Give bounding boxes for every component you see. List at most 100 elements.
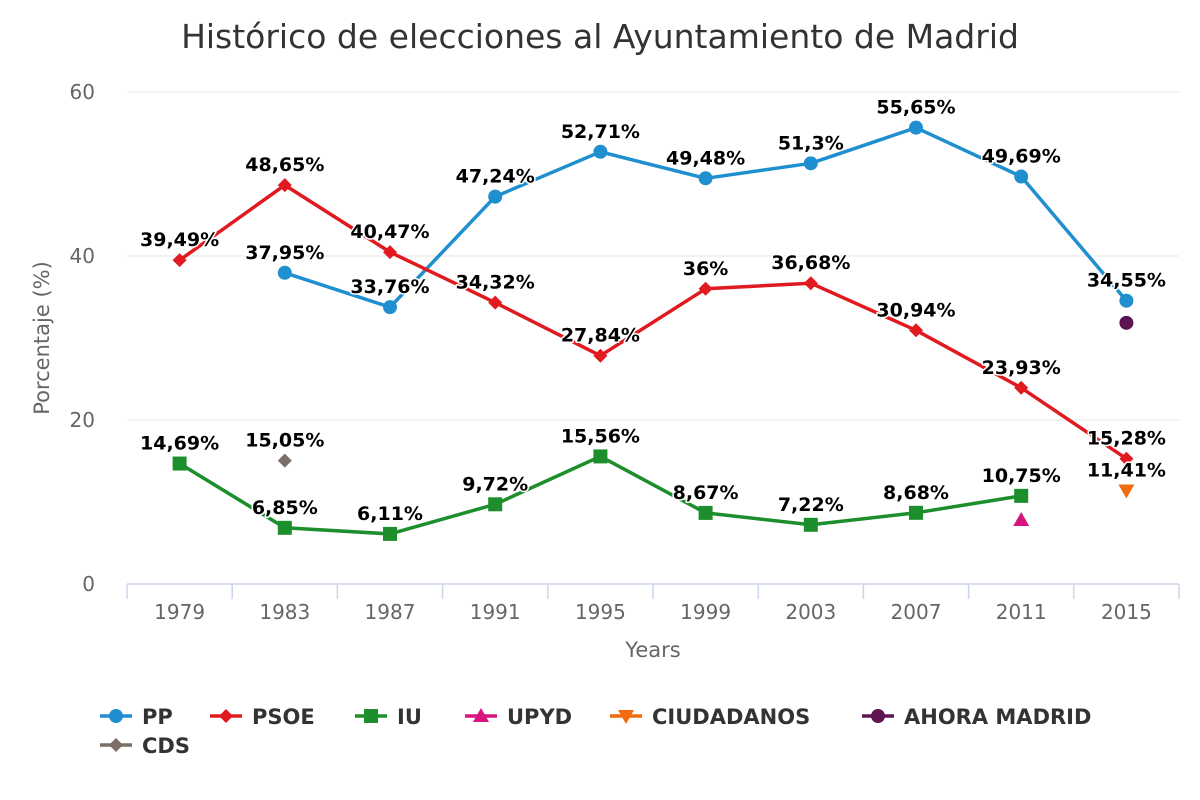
grid [127, 91, 1179, 421]
point-iu-2007 [909, 505, 923, 520]
point-pp-1987 [383, 300, 397, 315]
x-tick-label: 2007 [891, 600, 942, 624]
data-label-psoe-1995: 27,84% [561, 325, 640, 347]
legend-item-cds: CDS [100, 734, 190, 758]
data-label-pp-2015: 34,55% [1087, 270, 1166, 292]
point-psoe-1983 [277, 178, 292, 193]
x-tick-label: 2011 [996, 600, 1047, 624]
y-tick-label: 40 [70, 244, 95, 268]
legend-item-ciudadanos: CIUDADANOS [610, 705, 810, 729]
point-iu-2011 [1014, 488, 1029, 503]
x-axis: 1979 1983 1987 1991 1995 1999 2003 2007 2011 2015 [126, 583, 1180, 624]
point-cds-1983 [277, 453, 292, 468]
legend-label-ahora-madrid: AHORA MADRID [904, 705, 1091, 729]
data-label-ciudadanos-2015: 11,41% [1087, 459, 1166, 481]
legend-marker-upyd [473, 708, 489, 722]
legend-item-iu: IU [355, 705, 422, 729]
data-label-iu-1991: 9,72% [462, 473, 528, 495]
legend-marker-psoe [219, 709, 233, 723]
series-cds [277, 453, 292, 468]
x-tick-label: 1991 [470, 600, 521, 624]
point-psoe-2007 [909, 323, 923, 338]
series-iu [172, 449, 1029, 541]
data-label-pp-1991: 47,24% [456, 166, 535, 188]
x-tick-label: 1983 [259, 600, 310, 624]
legend-marker-ahora-madrid [871, 709, 885, 723]
data-label-psoe-1987: 40,47% [350, 221, 429, 243]
data-label-psoe-1991: 34,32% [456, 272, 535, 294]
point-psoe-2011 [1014, 380, 1029, 395]
legend-item-ahora-madrid: AHORA MADRID [862, 705, 1091, 729]
point-pp-1995 [593, 144, 608, 159]
data-label-psoe-1999: 36% [683, 258, 728, 280]
data-labels-layer: 37,95% 33,76% 47,24% 52,71% 49,48% 51,3% 55,65… [139, 95, 1168, 526]
data-label-psoe-2003: 36,68% [771, 252, 850, 274]
point-iu-1979 [172, 456, 187, 471]
series-ahora-madrid [1119, 315, 1134, 330]
y-tick-label: 20 [70, 408, 95, 432]
point-iu-1991 [488, 497, 503, 512]
series-layer [172, 120, 1135, 541]
data-label-psoe-1983: 48,65% [245, 154, 324, 176]
series-ciudadanos [1118, 484, 1135, 499]
legend-marker-cds [109, 738, 123, 752]
point-upyd-2011 [1013, 512, 1030, 527]
x-tick-label: 1995 [575, 600, 626, 624]
data-label-pp-2003: 51,3% [778, 132, 844, 154]
data-label-iu-2011: 10,75% [982, 465, 1061, 487]
data-label-iu-1983: 6,85% [252, 497, 318, 519]
point-psoe-1995 [593, 348, 608, 363]
data-label-psoe-2011: 23,93% [982, 357, 1061, 379]
data-label-iu-1979: 14,69% [140, 433, 219, 455]
point-iu-1983 [277, 520, 292, 535]
data-label-pp-2011: 49,69% [982, 146, 1061, 168]
point-pp-2003 [803, 156, 818, 171]
legend-label-cds: CDS [142, 734, 190, 758]
data-label-pp-1995: 52,71% [561, 121, 640, 143]
point-pp-1983 [277, 265, 292, 280]
legend-item-pp: PP [100, 705, 173, 729]
x-tick-label: 2003 [785, 600, 836, 624]
point-pp-1991 [488, 189, 503, 204]
series-psoe [172, 178, 1134, 466]
legend-marker-iu [364, 709, 378, 723]
point-iu-1987 [383, 526, 397, 541]
data-label-psoe-2007: 30,94% [876, 299, 955, 321]
point-iu-1995 [593, 449, 608, 464]
data-label-iu-1987: 6,11% [357, 503, 423, 525]
y-axis: 0 20 40 60 [70, 80, 95, 596]
y-tick-label: 60 [70, 80, 95, 104]
point-pp-2015 [1119, 293, 1134, 308]
legend-label-psoe: PSOE [252, 705, 315, 729]
point-psoe-1987 [383, 245, 397, 260]
x-tick-label: 1979 [154, 600, 205, 624]
legend-item-upyd: UPYD [465, 705, 572, 729]
legend: PP PSOE IU UPYD CIUDADANOS AHORA MADRID CDS [100, 705, 1091, 758]
data-label-pp-2007: 55,65% [876, 97, 955, 119]
data-label-iu-2003: 7,22% [778, 494, 844, 516]
point-psoe-2003 [803, 276, 818, 291]
series-upyd [1013, 512, 1030, 527]
point-psoe-2015 [1119, 451, 1134, 466]
point-psoe-1991 [488, 295, 503, 310]
line-psoe [178, 183, 1128, 461]
data-label-psoe-1979: 39,49% [140, 229, 219, 251]
point-iu-2003 [803, 517, 818, 532]
point-ciudadanos-2015 [1118, 484, 1135, 499]
data-label-pp-1983: 37,95% [245, 242, 324, 264]
y-axis-title: Porcentaje (%) [30, 261, 54, 415]
legend-item-psoe: PSOE [210, 705, 315, 729]
point-psoe-1999 [698, 281, 713, 296]
data-label-iu-1995: 15,56% [561, 425, 640, 447]
x-tick-label: 1999 [680, 600, 731, 624]
point-ahora-madrid-2015 [1119, 315, 1134, 330]
point-pp-1999 [698, 171, 713, 186]
x-tick-label: 1987 [365, 600, 416, 624]
point-iu-1999 [698, 505, 713, 520]
legend-marker-ciudadanos [618, 710, 634, 724]
point-pp-2007 [909, 120, 923, 135]
point-pp-2011 [1014, 169, 1029, 184]
legend-label-ciudadanos: CIUDADANOS [652, 705, 810, 729]
legend-marker-pp [109, 709, 123, 723]
